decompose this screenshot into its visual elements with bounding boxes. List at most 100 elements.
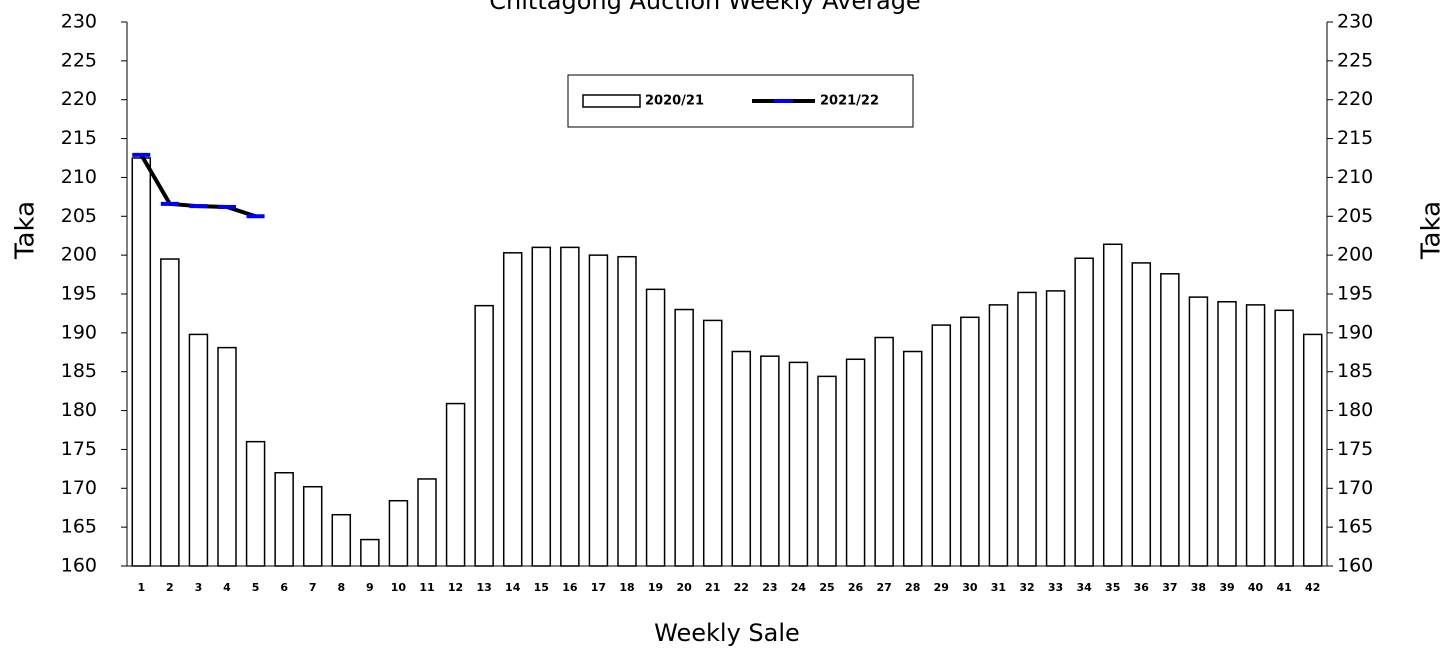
x-tick-label: 16	[562, 581, 578, 594]
bar	[502, 252, 523, 567]
y-tick-label: 225	[61, 49, 97, 71]
y2-tick-label: 225	[1337, 49, 1373, 71]
x-tick-label: 40	[1248, 581, 1264, 594]
y2-tick-label: 160	[1337, 555, 1373, 577]
y2-tick-label: 180	[1337, 399, 1373, 421]
bar	[588, 254, 609, 567]
y2-tick-label: 220	[1337, 88, 1373, 110]
bar	[302, 485, 323, 567]
x-tick-label: 4	[223, 581, 231, 594]
bar	[360, 538, 380, 567]
x-axis-title: Weekly Sale	[654, 619, 800, 647]
x-tick-label: 21	[705, 581, 720, 594]
x-tick-label: 31	[991, 581, 1006, 594]
bar	[474, 304, 494, 567]
y-tick-label: 200	[61, 244, 97, 266]
bar	[445, 402, 466, 567]
legend-label: 2021/22	[820, 94, 879, 109]
x-tick-label: 14	[505, 581, 521, 594]
y2-tick-label: 165	[1337, 516, 1373, 538]
bar	[1217, 301, 1237, 567]
y-tick-label: 205	[61, 205, 97, 227]
bar	[817, 375, 837, 567]
y-tick-label: 180	[61, 399, 97, 421]
bar	[331, 513, 352, 567]
y2-tick-label: 175	[1337, 438, 1373, 460]
bar	[1102, 243, 1123, 567]
x-tick-label: 32	[1019, 581, 1034, 594]
y2-tick-label: 170	[1337, 477, 1373, 499]
bar	[988, 304, 1009, 567]
bar	[960, 316, 980, 567]
x-tick-label: 30	[962, 581, 978, 594]
x-tick-label: 28	[905, 581, 920, 594]
y-tick-label: 185	[61, 360, 97, 382]
y-axis-title: Taka	[11, 201, 41, 260]
legend-label: 2020/21	[645, 94, 704, 109]
bar	[531, 246, 552, 567]
bar	[674, 308, 694, 567]
y2-tick-label: 210	[1337, 166, 1373, 188]
x-tick-label: 10	[391, 581, 407, 594]
legend-swatch	[582, 94, 641, 108]
x-tick-label: 17	[591, 581, 606, 594]
y-tick-label: 230	[61, 11, 97, 33]
bar	[417, 478, 437, 567]
bar	[1245, 304, 1266, 567]
x-tick-label: 27	[876, 581, 891, 594]
bar	[617, 255, 637, 567]
y2-tick-label: 195	[1337, 283, 1373, 305]
bar	[1131, 262, 1152, 567]
x-tick-label: 6	[280, 581, 288, 594]
bar	[1188, 296, 1209, 567]
x-tick-label: 20	[676, 581, 692, 594]
y-tick-label: 195	[61, 283, 97, 305]
x-tick-label: 19	[648, 581, 663, 594]
y-tick-label: 160	[61, 555, 97, 577]
x-tick-label: 35	[1105, 581, 1120, 594]
bar	[931, 324, 952, 567]
bar	[645, 288, 666, 567]
bar	[1017, 291, 1037, 567]
x-tick-label: 2	[166, 581, 174, 594]
y2-tick-label: 185	[1337, 360, 1373, 382]
x-tick-label: 34	[1076, 581, 1092, 594]
x-tick-label: 38	[1191, 581, 1206, 594]
x-tick-label: 41	[1276, 581, 1291, 594]
x-tick-label: 1	[137, 581, 145, 594]
y2-tick-label: 200	[1337, 244, 1373, 266]
y-tick-label: 190	[61, 321, 97, 343]
x-tick-label: 9	[366, 581, 374, 594]
x-tick-label: 22	[734, 581, 749, 594]
bar	[560, 246, 580, 567]
x-tick-label: 37	[1162, 581, 1177, 594]
bar	[160, 258, 180, 567]
bar	[1074, 257, 1094, 567]
bar	[702, 319, 723, 567]
y-tick-label: 210	[61, 166, 97, 188]
y-tick-label: 220	[61, 88, 97, 110]
y-tick-label: 165	[61, 516, 97, 538]
x-tick-label: 24	[791, 581, 807, 594]
x-tick-label: 42	[1305, 581, 1320, 594]
bar	[874, 336, 894, 567]
chart-title: Chittagong Auction Weekly Average	[489, 0, 920, 15]
bar	[731, 350, 752, 567]
y-tick-label: 215	[61, 127, 97, 149]
bar	[217, 346, 237, 567]
bar	[1160, 273, 1180, 567]
y2-tick-label: 190	[1337, 321, 1373, 343]
y-tick-label: 175	[61, 438, 97, 460]
bar	[274, 471, 294, 567]
bar	[1302, 333, 1323, 567]
bar	[131, 157, 152, 567]
x-tick-label: 25	[819, 581, 834, 594]
bar	[245, 440, 266, 567]
x-tick-label: 23	[762, 581, 777, 594]
x-tick-label: 3	[195, 581, 203, 594]
x-tick-label: 12	[448, 581, 463, 594]
bar	[902, 350, 923, 567]
bar	[845, 358, 866, 567]
y2-tick-label: 205	[1337, 205, 1373, 227]
